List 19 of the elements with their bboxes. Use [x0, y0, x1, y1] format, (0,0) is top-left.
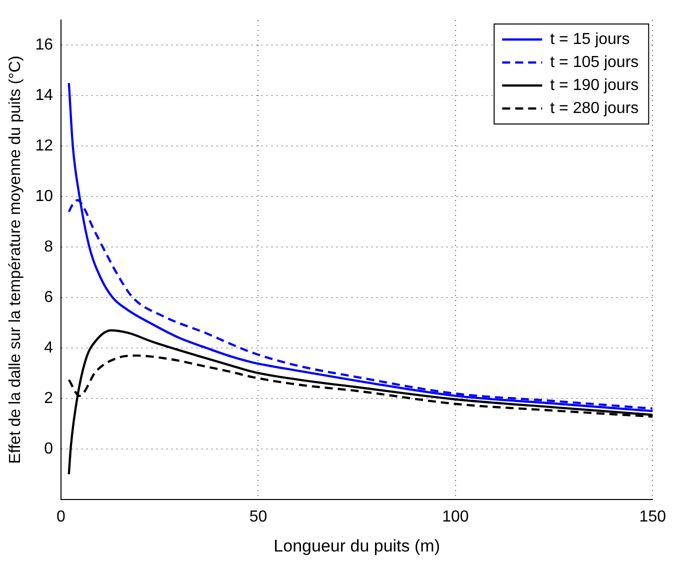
legend-label: t = 280 jours — [550, 100, 639, 117]
y-axis-title: Effet de la dalle sur la température moyenne du puits (°C) — [7, 56, 24, 464]
y-tick-label: 14 — [35, 87, 54, 104]
y-tick-label: 0 — [44, 440, 54, 458]
x-tick-label: 0 — [56, 508, 66, 526]
x-tick-label: 50 — [249, 508, 268, 526]
y-tick-label: 16 — [35, 36, 54, 54]
y-tick-label: 4 — [44, 339, 54, 356]
x-tick-label: 150 — [639, 508, 666, 526]
y-tick-label: 2 — [44, 390, 54, 407]
y-tick-label: 6 — [44, 288, 54, 306]
x-tick-label: 100 — [442, 508, 469, 526]
y-tick-label: 12 — [35, 138, 54, 155]
legend-label: t = 15 jours — [550, 30, 630, 48]
legend-label: t = 190 jours — [550, 76, 639, 94]
x-axis-title: Longueur du puits (m) — [274, 536, 440, 556]
y-tick-label: 8 — [44, 238, 54, 256]
legend-label: t = 105 jours — [550, 54, 639, 71]
y-tick-label: 10 — [35, 188, 54, 206]
